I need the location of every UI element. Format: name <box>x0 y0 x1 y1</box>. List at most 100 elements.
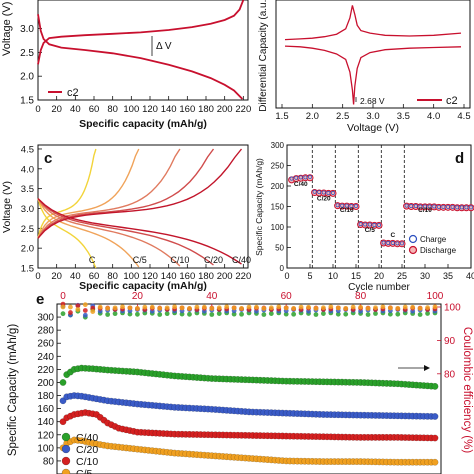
panel-e-efficiency-point <box>75 307 81 312</box>
panel-d-charge-point <box>354 204 358 209</box>
panel-d-charge-point <box>404 203 409 208</box>
panel-e-xtick-label: 0 <box>60 291 66 302</box>
panel-d-xtick-label: 30 <box>420 271 430 281</box>
panel-d-charge-point <box>446 204 450 209</box>
panel-d-legend-charge-label: Charge <box>420 235 447 244</box>
panel-d-xtick-label: 20 <box>374 271 384 281</box>
panel-e-xtick-label: 60 <box>281 291 293 302</box>
panel-e-efficiency-point <box>417 312 423 317</box>
panel-e-efficiency-point <box>105 306 111 311</box>
panel-d-charge-point <box>331 191 335 195</box>
panel-a-frame <box>37 0 249 101</box>
panel-e-efficiency-point <box>283 311 289 317</box>
panel-e-efficiency-point <box>149 304 155 310</box>
panel-d-charge-point <box>395 241 400 246</box>
panel-c-discharge-curve <box>37 198 97 269</box>
panel-c-xtick-label: 120 <box>142 271 158 282</box>
panel-e-ylabel: Specific Capacity (mAh/g) <box>7 324 19 456</box>
panel-e-efficiency-point <box>187 311 192 317</box>
panel-c: 1.5 2.0 2.5 3.0 3.5 4.0 4.5 0 20 40 60 80 100 120 140… <box>1 144 251 292</box>
panel-e-legend-label: C/40 <box>76 432 98 444</box>
panel-a-ytick-label: 1.5 <box>20 96 34 107</box>
panel-d-legend-charge-marker <box>408 234 418 244</box>
panel-e-efficiency-point <box>60 311 66 317</box>
panel-e-efficiency-point <box>283 305 289 311</box>
panel-c-xtick-label: 200 <box>217 271 233 282</box>
panel-d-ylabel: Specific Capacity (mAh/g) <box>254 158 264 256</box>
panel-e-efficiency-point <box>68 304 73 310</box>
panel-d-xtick-label: 25 <box>397 271 407 281</box>
panel-d-ytick-label: 150 <box>271 203 285 212</box>
panel-c-ytick-label: 4.0 <box>21 164 34 175</box>
panel-e-ytick-label: 220 <box>37 365 54 376</box>
panel-c-charge-curve <box>37 148 140 239</box>
panel-b-xtick-label: 3.0 <box>366 111 379 122</box>
panel-a-curve-charge <box>37 0 245 65</box>
panel-d-xtick-label: 5 <box>307 271 312 281</box>
panel-d-charge-point <box>427 204 432 209</box>
panel-d-charge-point <box>418 204 423 209</box>
panel-e-efficiency-point <box>261 306 267 311</box>
panel-e-efficiency-point <box>402 304 408 310</box>
panel-c-charge-curve <box>37 148 97 239</box>
panel-d-charge-point <box>326 191 331 195</box>
panel-c-ylabel: Voltage (V) <box>1 181 13 233</box>
panel-a-ytick-label: 2.5 <box>20 48 34 59</box>
panel-e-efficiency-point <box>335 311 341 317</box>
panel-e-efficiency-point <box>60 304 66 310</box>
panel-c-ytick-label: 4.5 <box>21 144 34 155</box>
panel-e-capacity-point <box>431 458 439 466</box>
panel-c-charge-curve <box>37 148 181 239</box>
panel-e-capacity-point <box>431 413 439 420</box>
panel-c-xtick-label: 140 <box>161 271 177 282</box>
panel-e-xtick-label: 100 <box>427 291 444 302</box>
panel-b-xtick-label: 4.0 <box>427 111 440 122</box>
panel-d-xtick-label: 35 <box>443 271 453 281</box>
panel-e-efficiency-point <box>306 304 311 310</box>
panel-a-xtick-label: 160 <box>179 104 195 115</box>
panel-e-efficiency-point <box>268 311 274 316</box>
panel-d-charge-point <box>344 203 349 208</box>
panel-e-efficiency-point <box>365 312 371 317</box>
panel-e-efficiency-point <box>239 305 244 311</box>
panel-a-xlabel: Specific capacity (mAh/g) <box>79 118 207 130</box>
panel-e-legend-marker <box>61 456 71 466</box>
panel-b-xtick-label: 4.5 <box>457 111 470 122</box>
panel-b-xlabel: Voltage (V) <box>347 122 399 134</box>
panel-e-efficiency-point <box>387 305 393 311</box>
panel-a-xtick-label: 120 <box>142 104 158 115</box>
panel-e-efficiency-point <box>373 305 378 311</box>
panel-a-xtick-label: 220 <box>235 104 251 115</box>
panel-a-ytick-label: 2.0 <box>20 72 34 83</box>
panel-c-xtick-label: 80 <box>107 271 118 282</box>
panel-e-efficiency-point <box>380 304 386 310</box>
panel-d-letter: d <box>455 150 464 167</box>
panel-e-efficiency-point <box>105 312 111 317</box>
panel-d-charge-point <box>441 204 446 209</box>
panel-c-discharge-curve <box>37 198 181 267</box>
panel-e-efficiency-point <box>291 305 297 311</box>
panel-d-charge-point <box>390 241 395 245</box>
panel-c-xtick-label: 20 <box>51 271 62 282</box>
panel-a-ytick-label: 3.0 <box>20 24 34 35</box>
panel-c-rate-label: C <box>89 255 96 265</box>
panel-d-ytick-label: 100 <box>271 223 285 232</box>
panel-e-efficiency-point <box>97 304 103 310</box>
panel-d-charge-point <box>321 190 326 195</box>
panel-e-ytick-label: 100 <box>37 443 54 454</box>
panel-d-charge-point <box>450 204 455 209</box>
panel-e-efficiency-point <box>254 304 259 310</box>
panel-e-rtick-label: 80 <box>444 369 456 380</box>
panel-c-ytick-label: 3.5 <box>21 184 34 195</box>
panel-e-efficiency-point <box>321 305 326 311</box>
panel-d-charge-point <box>303 175 308 180</box>
panel-d-legend-discharge-label: Discharge <box>420 246 457 255</box>
panel-b-xtick-label: 1.5 <box>275 111 288 122</box>
panel-d-xtick-label: 40 <box>466 271 474 281</box>
panel-d-xtick-label: 0 <box>284 271 289 281</box>
panel-d-ytick-label: 200 <box>271 182 285 191</box>
panel-e-efficiency-point <box>432 304 438 310</box>
panel-d-ytick-label: 250 <box>271 162 285 171</box>
panel-d-charge-point <box>413 204 418 209</box>
panel-e-efficiency-point <box>68 310 73 315</box>
